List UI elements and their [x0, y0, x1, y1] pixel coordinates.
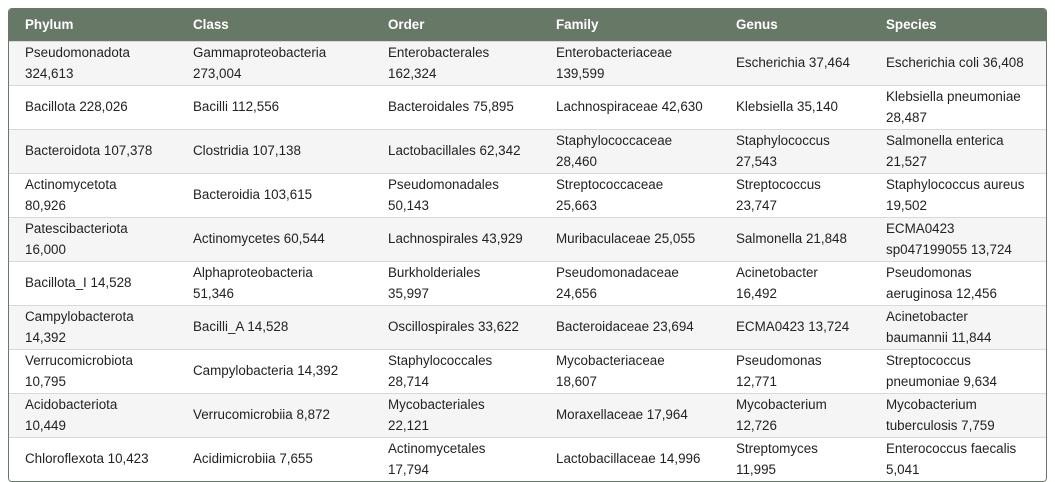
- table-row: Chloroflexota 10,423 Acidimicrobiia 7,655…: [9, 436, 1046, 481]
- cell-order: Oscillospirales 33,622: [372, 304, 540, 349]
- cell-class: Alphaproteobacteria 51,346: [177, 260, 372, 305]
- table-row: Bacillota 228,026 Bacilli 112,556 Bacteroi…: [9, 84, 1046, 129]
- cell-class: Gammaproteobacteria 273,004: [177, 40, 372, 85]
- table-row: Pseudomonadota 324,613 Gammaproteobacteri…: [9, 40, 1046, 85]
- cell-phylum: Patescibacteriota 16,000: [9, 216, 177, 261]
- cell-order: Lactobacillales 62,342: [372, 128, 540, 173]
- cell-species: Enterococcus faecalis 5,041: [870, 436, 1046, 481]
- cell-order: Pseudomonadales 50,143: [372, 172, 540, 217]
- cell-order: Burkholderiales 35,997: [372, 260, 540, 305]
- cell-order: Actinomycetales 17,794: [372, 436, 540, 481]
- cell-family: Mycobacteriaceae 18,607: [540, 348, 720, 393]
- cell-phylum: Campylobacterota 14,392: [9, 304, 177, 349]
- cell-class: Verrucomicrobiia 8,872: [177, 392, 372, 437]
- header-family: Family: [540, 9, 720, 41]
- cell-genus: Acinetobacter 16,492: [720, 260, 870, 305]
- cell-phylum: Bacteroidota 107,378: [9, 128, 177, 173]
- table-row: Campylobacterota 14,392 Bacilli_A 14,528 O…: [9, 304, 1046, 349]
- cell-genus: Pseudomonas 12,771: [720, 348, 870, 393]
- cell-order: Staphylococcales 28,714: [372, 348, 540, 393]
- table-row: Patescibacteriota 16,000 Actinomycetes 60…: [9, 216, 1046, 261]
- cell-family: Pseudomonadaceae 24,656: [540, 260, 720, 305]
- cell-species: Staphylococcus aureus 19,502: [870, 172, 1046, 217]
- cell-phylum: Bacillota 228,026: [9, 84, 177, 129]
- cell-species: Klebsiella pneumoniae 28,487: [870, 84, 1046, 129]
- cell-class: Bacteroidia 103,615: [177, 172, 372, 217]
- cell-order: Mycobacteriales 22,121: [372, 392, 540, 437]
- cell-genus: Staphylococcus 27,543: [720, 128, 870, 173]
- cell-class: Actinomycetes 60,544: [177, 216, 372, 261]
- cell-species: Escherichia coli 36,408: [870, 40, 1046, 85]
- cell-family: Enterobacteriaceae 139,599: [540, 40, 720, 85]
- cell-class: Bacilli 112,556: [177, 84, 372, 129]
- header-order: Order: [372, 9, 540, 41]
- cell-genus: Salmonella 21,848: [720, 216, 870, 261]
- cell-species: Streptococcus pneumoniae 9,634: [870, 348, 1046, 393]
- cell-species: Salmonella enterica 21,527: [870, 128, 1046, 173]
- cell-class: Bacilli_A 14,528: [177, 304, 372, 349]
- cell-phylum: Bacillota_I 14,528: [9, 260, 177, 305]
- cell-phylum: Acidobacteriota 10,449: [9, 392, 177, 437]
- table-row: Actinomycetota 80,926 Bacteroidia 103,615…: [9, 172, 1046, 217]
- table-row: Acidobacteriota 10,449 Verrucomicrobiia 8…: [9, 392, 1046, 437]
- cell-class: Campylobacteria 14,392: [177, 348, 372, 393]
- cell-species: Mycobacterium tuberculosis 7,759: [870, 392, 1046, 437]
- cell-family: Moraxellaceae 17,964: [540, 392, 720, 437]
- cell-phylum: Chloroflexota 10,423: [9, 436, 177, 481]
- table-row: Verrucomicrobiota 10,795 Campylobacteria …: [9, 348, 1046, 393]
- header-species: Species: [870, 9, 1046, 41]
- cell-family: Bacteroidaceae 23,694: [540, 304, 720, 349]
- cell-genus: Escherichia 37,464: [720, 40, 870, 85]
- cell-phylum: Pseudomonadota 324,613: [9, 40, 177, 85]
- cell-genus: Streptococcus 23,747: [720, 172, 870, 217]
- cell-order: Enterobacterales 162,324: [372, 40, 540, 85]
- cell-genus: Klebsiella 35,140: [720, 84, 870, 129]
- cell-order: Bacteroidales 75,895: [372, 84, 540, 129]
- cell-family: Lactobacillaceae 14,996: [540, 436, 720, 481]
- cell-family: Streptococcaceae 25,663: [540, 172, 720, 217]
- cell-genus: ECMA0423 13,724: [720, 304, 870, 349]
- cell-family: Staphylococcaceae 28,460: [540, 128, 720, 173]
- header-row: Phylum Class Order Family Genus Species: [9, 9, 1046, 41]
- table-row: Bacillota_I 14,528 Alphaproteobacteria 51…: [9, 260, 1046, 305]
- cell-class: Clostridia 107,138: [177, 128, 372, 173]
- cell-species: Acinetobacter baumannii 11,844: [870, 304, 1046, 349]
- cell-class: Acidimicrobiia 7,655: [177, 436, 372, 481]
- taxonomy-table-container: Phylum Class Order Family Genus Species …: [8, 8, 1047, 482]
- cell-order: Lachnospirales 43,929: [372, 216, 540, 261]
- taxonomy-table: Phylum Class Order Family Genus Species …: [9, 9, 1046, 481]
- cell-species: Pseudomonas aeruginosa 12,456: [870, 260, 1046, 305]
- cell-genus: Mycobacterium 12,726: [720, 392, 870, 437]
- table-row: Bacteroidota 107,378 Clostridia 107,138 La…: [9, 128, 1046, 173]
- cell-genus: Streptomyces 11,995: [720, 436, 870, 481]
- header-genus: Genus: [720, 9, 870, 41]
- cell-family: Muribaculaceae 25,055: [540, 216, 720, 261]
- cell-species: ECMA0423 sp047199055 13,724: [870, 216, 1046, 261]
- cell-family: Lachnospiraceae 42,630: [540, 84, 720, 129]
- cell-phylum: Actinomycetota 80,926: [9, 172, 177, 217]
- header-class: Class: [177, 9, 372, 41]
- cell-phylum: Verrucomicrobiota 10,795: [9, 348, 177, 393]
- header-phylum: Phylum: [9, 9, 177, 41]
